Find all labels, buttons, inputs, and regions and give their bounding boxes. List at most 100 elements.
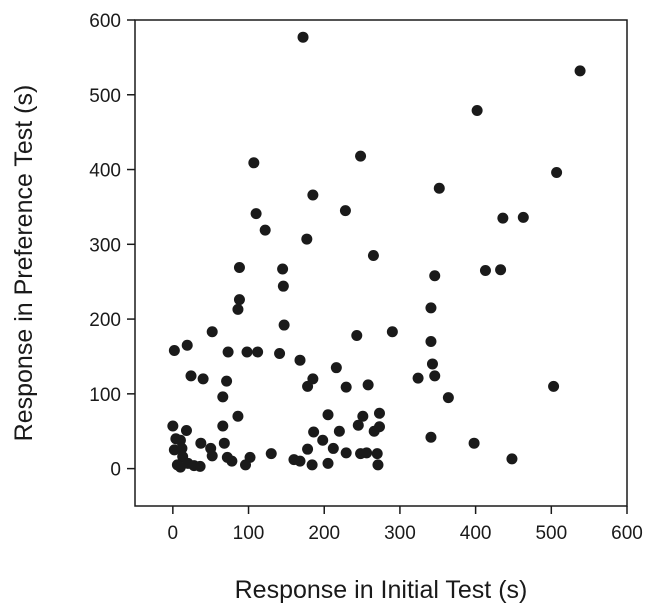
x-tick-label: 600	[611, 523, 643, 544]
data-point	[197, 373, 209, 385]
data-point	[222, 346, 234, 358]
data-point	[373, 421, 385, 433]
x-axis-title: Response in Initial Test (s)	[235, 576, 528, 604]
data-point	[497, 212, 509, 224]
data-point	[226, 455, 238, 467]
data-point	[185, 370, 197, 382]
data-point	[479, 264, 491, 276]
data-point	[357, 410, 369, 422]
data-point	[250, 208, 262, 220]
data-point	[302, 443, 314, 455]
data-point	[241, 346, 253, 358]
data-point	[433, 182, 445, 194]
y-tick-label: 300	[89, 235, 121, 256]
data-point	[217, 391, 229, 403]
y-tick-label: 100	[89, 385, 121, 406]
x-tick-label: 200	[308, 523, 340, 544]
data-point	[259, 224, 271, 236]
y-tick-label: 200	[89, 310, 121, 331]
data-point	[176, 442, 188, 454]
data-point	[294, 455, 306, 467]
x-tick-label: 300	[384, 523, 416, 544]
data-point	[218, 437, 230, 449]
data-point	[274, 347, 286, 359]
data-points	[167, 31, 586, 473]
data-point	[425, 336, 437, 348]
data-point	[517, 211, 529, 223]
data-point	[548, 380, 560, 392]
y-tick-label: 500	[89, 86, 121, 107]
data-point	[174, 434, 186, 446]
data-point	[232, 410, 244, 422]
x-tick-label: 400	[460, 523, 492, 544]
data-point	[373, 407, 385, 419]
data-point	[468, 437, 480, 449]
data-point	[240, 459, 252, 471]
data-point	[425, 302, 437, 314]
data-point	[233, 261, 245, 273]
data-point	[339, 205, 351, 217]
y-tick-label: 600	[89, 11, 121, 32]
data-point	[307, 189, 319, 201]
data-point	[330, 362, 342, 374]
data-point	[306, 459, 318, 471]
data-point	[232, 303, 244, 315]
data-point	[495, 264, 507, 276]
data-point	[322, 409, 334, 421]
data-point	[327, 442, 339, 454]
data-point	[265, 448, 277, 460]
data-point	[551, 167, 563, 179]
x-axis-ticks: 0 100 200 300 400 500 600	[168, 506, 643, 544]
data-point	[322, 457, 334, 469]
data-point	[168, 344, 180, 356]
data-point	[425, 431, 437, 443]
data-point	[180, 424, 192, 436]
data-point	[362, 379, 374, 391]
data-point	[333, 425, 345, 437]
data-point	[355, 150, 367, 162]
data-point	[371, 448, 383, 460]
data-point	[386, 326, 398, 338]
data-point	[352, 419, 364, 431]
x-tick-label: 0	[168, 523, 179, 544]
data-point	[248, 157, 260, 169]
data-point	[294, 354, 306, 366]
data-point	[206, 450, 218, 462]
data-point	[301, 233, 313, 245]
data-point	[367, 250, 379, 262]
data-point	[506, 453, 518, 465]
data-point	[340, 447, 352, 459]
data-point	[252, 346, 264, 358]
y-axis-title: Response in Preference Test (s)	[10, 85, 38, 442]
plot-frame	[134, 19, 628, 507]
data-point	[426, 358, 438, 370]
data-point	[278, 319, 290, 331]
data-point	[221, 375, 233, 387]
data-point	[167, 420, 179, 432]
data-point	[217, 420, 229, 432]
data-point	[195, 437, 207, 449]
data-point	[372, 459, 384, 471]
data-point	[277, 280, 289, 292]
data-point	[361, 447, 373, 459]
data-point	[471, 104, 483, 116]
data-point	[429, 370, 441, 382]
data-point	[412, 372, 424, 384]
data-point	[574, 65, 586, 77]
data-point	[351, 330, 363, 342]
y-tick-label: 0	[110, 460, 121, 481]
data-point	[442, 392, 454, 404]
data-point	[302, 380, 314, 392]
data-point	[297, 31, 309, 43]
y-axis-ticks: 0 100 200 300 400 500 600	[89, 11, 135, 481]
data-point	[308, 426, 320, 438]
data-point	[194, 460, 206, 472]
data-point	[340, 381, 352, 393]
y-tick-label: 400	[89, 161, 121, 182]
data-point	[181, 339, 193, 351]
data-point	[429, 270, 441, 282]
x-tick-label: 500	[535, 523, 567, 544]
data-point	[317, 434, 329, 446]
data-point	[206, 326, 218, 338]
